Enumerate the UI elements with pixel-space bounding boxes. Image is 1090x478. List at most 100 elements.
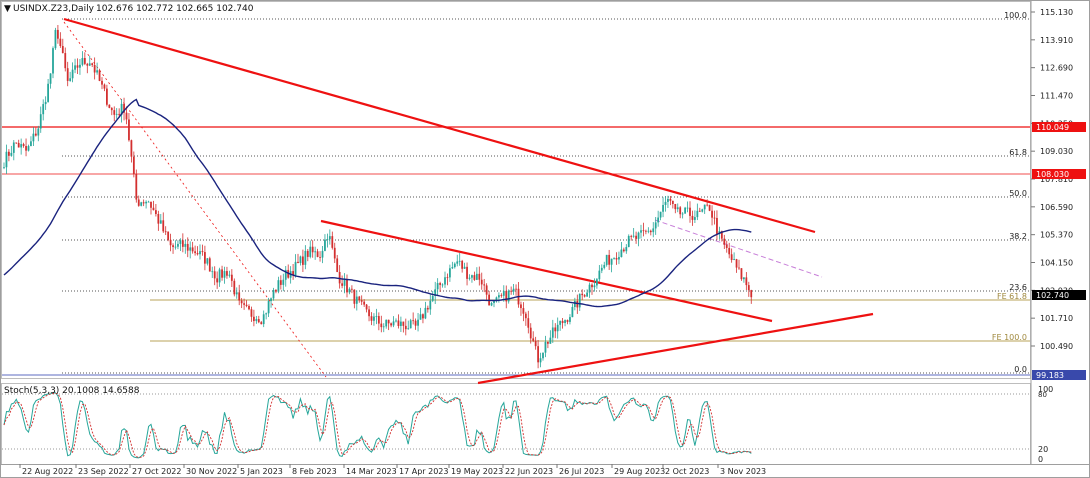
candle-body: [532, 338, 535, 341]
candle-body: [125, 112, 128, 120]
time-tick-label: 22 Aug 2022: [22, 467, 73, 476]
candle-body: [745, 277, 748, 286]
candle-body: [98, 70, 101, 81]
candle-body: [115, 113, 118, 115]
candle-body: [79, 64, 81, 68]
candle-body: [733, 259, 735, 260]
candle-body: [414, 320, 417, 326]
trendline-lower-support[interactable]: [477, 312, 874, 385]
candle-body: [662, 204, 664, 212]
candle-body: [620, 249, 623, 258]
candle-body: [365, 304, 368, 310]
candle-body: [47, 83, 49, 102]
candle-body: [534, 340, 537, 347]
candle-body: [520, 304, 522, 309]
candle-body: [194, 251, 196, 254]
candle-body: [676, 207, 679, 210]
candle-body: [720, 231, 723, 239]
candle-body: [505, 290, 508, 302]
candle-body: [110, 107, 113, 111]
candle-body: [275, 290, 277, 292]
candle-body: [353, 289, 356, 304]
candle-body: [458, 260, 461, 262]
candle-body: [118, 113, 121, 115]
candle-body: [76, 65, 79, 68]
chart-symbol: USINDX.Z23,Daily: [13, 4, 95, 14]
price-tag-110-049-bg: [1032, 122, 1086, 132]
trendline-upper-resistance[interactable]: [63, 17, 816, 234]
fib-label-61-8: 61.8: [1009, 148, 1027, 157]
candle-body: [603, 264, 606, 268]
candle-body: [103, 84, 106, 89]
candle-body: [512, 288, 515, 292]
candle-body: [174, 246, 177, 248]
time-tick-label: 3 Nov 2023: [720, 467, 766, 476]
candle-body: [635, 235, 637, 239]
stoch-axis-80: 80: [1038, 391, 1047, 399]
stoch-axis-0: 0: [1038, 455, 1043, 464]
candle-body: [91, 63, 94, 65]
candle-body: [211, 271, 214, 273]
candle-body: [17, 142, 20, 148]
candle-body: [424, 307, 427, 319]
candle-body: [368, 309, 370, 317]
candle-body: [434, 289, 437, 297]
candle-body: [645, 230, 647, 232]
price-tick-label: 109.030: [1040, 147, 1073, 156]
candle-body: [622, 249, 625, 252]
candle-body: [233, 280, 236, 295]
candle-body: [128, 119, 130, 141]
candle-body: [407, 328, 410, 330]
candle-body: [159, 220, 162, 224]
candle-body: [711, 210, 713, 218]
candle-body: [694, 217, 696, 220]
candle-body: [385, 319, 388, 327]
candle-body: [155, 210, 157, 214]
time-tick-label: 19 May 2023: [451, 467, 503, 476]
candle-body: [441, 284, 444, 286]
candle-body: [605, 254, 608, 265]
moving-average-line: [3, 98, 752, 308]
candle-body: [177, 243, 179, 247]
candle-body: [221, 269, 223, 278]
candle-body: [490, 303, 493, 306]
candle-body: [664, 201, 667, 205]
candle-body: [88, 63, 91, 66]
candle-body: [583, 295, 586, 297]
candle-body: [284, 269, 287, 280]
candle-body: [375, 316, 378, 317]
chart-ohlc: 102.676 102.772 102.665 102.740: [96, 4, 254, 14]
candle-body: [473, 275, 476, 280]
candle-body: [502, 290, 505, 296]
candle-body: [380, 323, 383, 328]
candle-body: [735, 259, 738, 268]
candle-body: [331, 236, 334, 248]
candle-body: [402, 321, 405, 326]
time-tick-label: 30 Nov 2022: [186, 467, 237, 476]
fib-label-100: 100.0: [1004, 11, 1027, 20]
price-tick-label: 100.490: [1040, 342, 1073, 351]
trendline-middle[interactable]: [320, 219, 773, 323]
price-tag-99-183-bg: [1032, 370, 1086, 380]
candle-body: [566, 320, 569, 322]
candle-body: [554, 327, 557, 332]
candle-body: [140, 202, 143, 206]
candle-body: [255, 319, 258, 322]
candle-body: [81, 58, 84, 65]
candle-body: [647, 230, 650, 232]
candle-body: [302, 256, 304, 265]
candle-body: [333, 247, 336, 259]
candle-body: [135, 173, 138, 200]
candle-body: [147, 201, 150, 203]
candle-body: [493, 300, 495, 304]
candle-body: [578, 293, 581, 308]
candle-body: [515, 288, 517, 290]
candle-body: [446, 277, 449, 279]
candle-body: [181, 240, 184, 247]
candle-body: [338, 271, 341, 284]
candle-body: [571, 306, 574, 318]
candle-body: [71, 69, 74, 79]
candle-body: [12, 142, 15, 153]
